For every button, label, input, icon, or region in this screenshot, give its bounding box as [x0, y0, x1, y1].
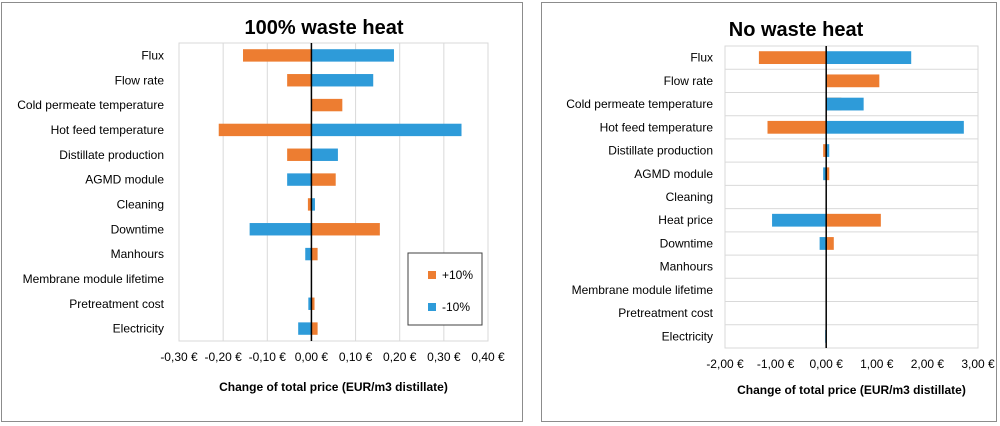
legend-box [407, 252, 483, 326]
category-label-flux: Flux [690, 51, 713, 65]
bar-cleaning-minus10 [311, 198, 315, 211]
chart-svg-no-waste-heat: No waste heat Flux Flow rate Cold permeate … [566, 19, 995, 397]
bar-flux-plus10 [243, 49, 312, 62]
bar-agmd-module-plus10 [311, 173, 336, 186]
bar-cleaning-plus10 [307, 198, 312, 211]
x-tick-label-3: 1,00 € [860, 357, 894, 371]
bar-downtime-minus10 [249, 223, 312, 236]
x-axis-title: Change of total price (EUR/m3 distillate… [737, 383, 966, 397]
category-label-cleaning: Cleaning [666, 190, 713, 204]
chart-panel-no-waste-heat: No waste heat Flux Flow rate Cold permeate … [541, 2, 997, 422]
category-label-distillate-production: Distillate production [608, 144, 713, 158]
category-label-flow-rate: Flow rate [664, 74, 714, 88]
bar-electricity-minus10 [298, 322, 312, 335]
bar-cold-permeate-temperature-minus10 [826, 97, 864, 111]
bar-manhours-plus10 [311, 247, 318, 261]
x-tick-label-7: 0,40 € [471, 350, 505, 364]
bar-heat-price-minus10 [772, 213, 827, 227]
bar-flux-plus10 [758, 51, 827, 65]
category-label-membrane-module-lifetime: Membrane module lifetime [572, 283, 714, 297]
category-label-electricity: Electricity [662, 329, 713, 343]
bar-cold-permeate-temperature-plus10 [311, 98, 343, 112]
category-label-membrane-module-lifetime: Membrane module lifetime [23, 272, 165, 286]
bar-agmd-module-plus10 [826, 167, 830, 181]
category-label-cold-permeate-temperature: Cold permeate temperature [566, 97, 713, 111]
category-label-hot-feed-temperature: Hot feed temperature [600, 120, 714, 134]
x-tick-label-2: 0,00 € [810, 357, 844, 371]
legend-swatch-minus10 [428, 303, 436, 311]
bar-flux-minus10 [826, 51, 912, 65]
category-label-agmd-module: AGMD module [85, 173, 164, 187]
bar-distillate-production-minus10 [826, 144, 830, 157]
category-label-agmd-module: AGMD module [634, 167, 713, 181]
bar-flow-rate-plus10 [287, 74, 312, 87]
bar-downtime-plus10 [311, 223, 380, 236]
category-label-pretreatment-cost: Pretreatment cost [69, 297, 164, 311]
bar-heat-price-plus10 [826, 213, 881, 227]
chart-title: No waste heat [729, 19, 864, 41]
legend-label-plus10: +10% [442, 268, 473, 282]
chart-svg-waste-heat: 100% waste heat Flux Flow rate Cold permeat… [17, 17, 505, 394]
bar-hot-feed-temperature-plus10 [767, 120, 827, 134]
category-label-downtime: Downtime [111, 222, 165, 236]
bar-flux-minus10 [311, 49, 394, 62]
x-tick-label-6: 0,30 € [427, 350, 461, 364]
bar-agmd-module-minus10 [823, 167, 827, 181]
category-label-electricity: Electricity [113, 322, 164, 336]
category-label-cold-permeate-temperature: Cold permeate temperature [17, 98, 164, 112]
x-tick-label-0: -2,00 € [706, 357, 744, 371]
category-label-manhours: Manhours [660, 260, 713, 274]
x-tick-label-4: 0,10 € [339, 350, 373, 364]
bar-hot-feed-temperature-minus10 [826, 120, 964, 134]
category-label-flow-rate: Flow rate [115, 73, 165, 87]
x-tick-label-3: 0,00 € [295, 350, 329, 364]
x-tick-label-5: 3,00 € [961, 357, 995, 371]
category-label-manhours: Manhours [111, 247, 164, 261]
x-tick-label-1: -0,20 € [204, 350, 242, 364]
x-axis-title: Change of total price (EUR/m3 distillate… [219, 380, 448, 394]
bar-downtime-minus10 [819, 237, 827, 250]
category-label-hot-feed-temperature: Hot feed temperature [51, 123, 165, 137]
category-label-distillate-production: Distillate production [59, 148, 164, 162]
bar-flow-rate-plus10 [826, 74, 880, 88]
category-label-flux: Flux [141, 48, 164, 62]
bar-distillate-production-plus10 [287, 148, 312, 161]
bar-flow-rate-minus10 [311, 74, 374, 87]
bar-downtime-plus10 [826, 237, 834, 250]
x-tick-label-5: 0,20 € [383, 350, 417, 364]
category-label-downtime: Downtime [660, 236, 714, 250]
bar-pretreatment-cost-plus10 [311, 297, 315, 310]
chart-title: 100% waste heat [245, 17, 404, 39]
bar-pretreatment-cost-minus10 [308, 297, 312, 310]
bar-electricity-plus10 [311, 322, 318, 335]
bar-hot-feed-temperature-plus10 [218, 123, 312, 137]
plot-area-frame [724, 45, 979, 349]
legend-swatch-plus10 [428, 271, 436, 279]
bar-agmd-module-minus10 [287, 173, 312, 186]
x-tick-label-2: -0,10 € [249, 350, 287, 364]
x-tick-label-4: 2,00 € [911, 357, 945, 371]
bar-distillate-production-minus10 [311, 148, 338, 161]
x-tick-label-1: -1,00 € [757, 357, 795, 371]
bar-manhours-minus10 [305, 247, 312, 261]
chart-panel-waste-heat: 100% waste heat Flux Flow rate Cold permeat… [1, 2, 523, 422]
bar-distillate-production-plus10 [823, 144, 827, 157]
bar-hot-feed-temperature-minus10 [311, 123, 462, 137]
legend-label-minus10: -10% [442, 300, 470, 314]
category-label-pretreatment-cost: Pretreatment cost [618, 306, 713, 320]
category-label-heat-price: Heat price [658, 213, 713, 227]
x-tick-label-0: -0,30 € [160, 350, 198, 364]
category-label-cleaning: Cleaning [117, 197, 164, 211]
